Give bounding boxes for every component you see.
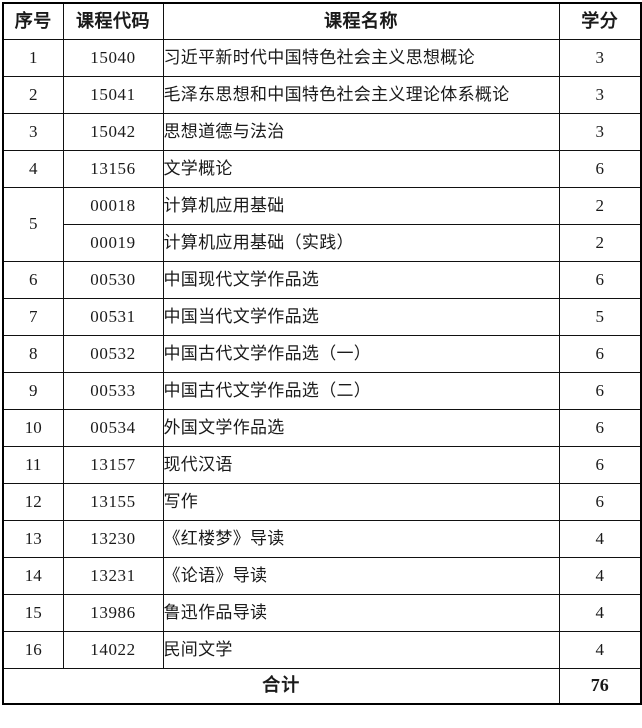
cell-course-code: 00533 [62,372,164,410]
cell-credit: 6 [558,261,642,299]
cell-credit: 3 [558,39,642,77]
cell-credit: 3 [558,76,642,114]
cell-sequence-number: 6 [2,261,64,299]
table-row: 12 13155 写作 6 [2,483,642,521]
cell-sequence-number: 9 [2,372,64,410]
cell-course-code: 13157 [62,446,164,484]
table-row: 6 00530 中国现代文学作品选 6 [2,261,642,299]
column-header-name: 课程名称 [162,2,560,40]
cell-course-code: 13231 [62,557,164,595]
cell-sequence-number: 14 [2,557,64,595]
table-row: 3 15042 思想道德与法治 3 [2,113,642,151]
cell-course-name: 中国当代文学作品选 [162,298,560,336]
table-row: 11 13157 现代汉语 6 [2,446,642,484]
cell-sequence-number: 11 [2,446,64,484]
table-row: 13 13230 《红楼梦》导读 4 [2,520,642,558]
cell-credit: 6 [558,372,642,410]
cell-course-name: 文学概论 [162,150,560,188]
cell-sequence-number: 3 [2,113,64,151]
cell-course-code: 14022 [62,631,164,669]
total-label: 合计 [2,668,560,705]
cell-course-code: 15040 [62,39,164,77]
table-header: 序号 课程代码 课程名称 学分 [2,2,642,40]
cell-course-name: 中国古代文学作品选（二） [162,372,560,410]
cell-credit: 6 [558,483,642,521]
table-row: 1 15040 习近平新时代中国特色社会主义思想概论 3 [2,39,642,77]
cell-sequence-number: 5 [2,187,64,262]
column-header-credit: 学分 [558,2,642,40]
cell-course-code: 00530 [62,261,164,299]
table-body: 1 15040 习近平新时代中国特色社会主义思想概论 3 2 15041 毛泽东思想和中国特… [2,39,642,669]
cell-sequence-number: 7 [2,298,64,336]
cell-sequence-number: 13 [2,520,64,558]
table-row: 5 00018 计算机应用基础 2 [2,187,642,262]
cell-credit: 5 [558,298,642,336]
cell-course-name: 中国古代文学作品选（一） [162,335,560,373]
cell-course-name: 计算机应用基础 [162,187,560,225]
cell-credit: 6 [558,335,642,373]
table-row: 7 00531 中国当代文学作品选 5 [2,298,642,336]
table-footer: 合计 76 [2,668,642,705]
cell-credit: 4 [558,520,642,558]
table-row: 14 13231 《论语》导读 4 [2,557,642,595]
cell-course-name: 《红楼梦》导读 [162,520,560,558]
cell-course-name: 中国现代文学作品选 [162,261,560,299]
table-row: 4 13156 文学概论 6 [2,150,642,188]
course-table: 序号 课程代码 课程名称 学分 1 15040 习近平新时代中国特色社会主义思想概论… [2,2,642,705]
cell-course-name: 毛泽东思想和中国特色社会主义理论体系概论 [162,76,560,114]
cell-credit: 3 [558,113,642,151]
table-header-row: 序号 课程代码 课程名称 学分 [2,2,642,40]
cell-course-code: 00018 [62,187,164,225]
cell-sequence-number: 12 [2,483,64,521]
cell-sequence-number: 8 [2,335,64,373]
cell-sequence-number: 1 [2,39,64,77]
cell-credit: 4 [558,594,642,632]
cell-course-code: 13986 [62,594,164,632]
cell-sequence-number: 15 [2,594,64,632]
cell-course-code: 15042 [62,113,164,151]
course-table-container: 序号 课程代码 课程名称 学分 1 15040 习近平新时代中国特色社会主义思想概论… [0,2,642,705]
table-row: 8 00532 中国古代文学作品选（一） 6 [2,335,642,373]
cell-sequence-number: 16 [2,631,64,669]
cell-credit: 4 [558,631,642,669]
cell-credit: 2 [558,187,642,225]
table-row: 15 13986 鲁迅作品导读 4 [2,594,642,632]
total-row: 合计 76 [2,668,642,705]
total-value: 76 [558,668,642,705]
cell-sequence-number: 4 [2,150,64,188]
cell-course-code: 00534 [62,409,164,447]
cell-credit: 2 [558,224,642,262]
cell-course-name: 民间文学 [162,631,560,669]
cell-course-code: 13155 [62,483,164,521]
cell-course-name: 思想道德与法治 [162,113,560,151]
cell-course-code: 00531 [62,298,164,336]
cell-sequence-number: 2 [2,76,64,114]
table-row: 00019 计算机应用基础（实践） 2 [3,224,642,262]
cell-course-code: 13156 [62,150,164,188]
table-row: 2 15041 毛泽东思想和中国特色社会主义理论体系概论 3 [2,76,642,114]
cell-course-name: 写作 [162,483,560,521]
cell-sequence-number: 10 [2,409,64,447]
table-row: 9 00533 中国古代文学作品选（二） 6 [2,372,642,410]
cell-credit: 6 [558,150,642,188]
cell-course-name: 外国文学作品选 [162,409,560,447]
cell-course-name: 《论语》导读 [162,557,560,595]
cell-course-name: 计算机应用基础（实践） [162,224,560,262]
table-row: 10 00534 外国文学作品选 6 [2,409,642,447]
cell-course-code: 13230 [62,520,164,558]
table-row: 16 14022 民间文学 4 [2,631,642,669]
cell-course-code: 00532 [62,335,164,373]
column-header-code: 课程代码 [62,2,164,40]
cell-credit: 6 [558,446,642,484]
cell-course-name: 鲁迅作品导读 [162,594,560,632]
cell-credit: 6 [558,409,642,447]
cell-course-code: 15041 [62,76,164,114]
cell-course-name: 现代汉语 [162,446,560,484]
column-header-seq: 序号 [2,2,64,40]
cell-course-name: 习近平新时代中国特色社会主义思想概论 [162,39,560,77]
cell-course-code: 00019 [62,224,164,262]
cell-credit: 4 [558,557,642,595]
